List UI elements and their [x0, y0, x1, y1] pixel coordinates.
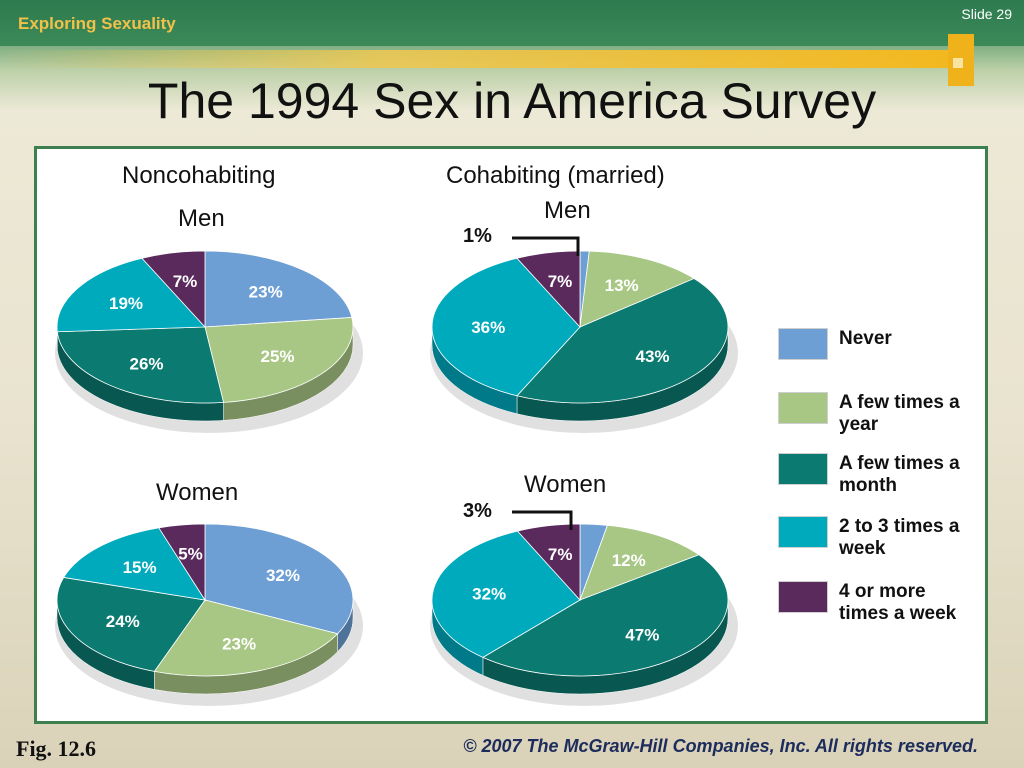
legend-swatch-2-3-week	[778, 516, 828, 548]
legend-label-never: Never	[839, 328, 892, 349]
men-label-noncohab: Men	[178, 205, 225, 232]
callout-women-never: 3%	[463, 500, 492, 522]
women-label-cohab: Women	[524, 471, 607, 498]
course-title: Exploring Sexuality	[18, 14, 176, 33]
cohabiting-heading: Cohabiting (married)	[446, 162, 665, 189]
noncohabiting-heading: Noncohabiting	[122, 162, 276, 189]
legend-label-few-year: A few times a year	[839, 392, 960, 435]
legend-never: Never	[778, 328, 1008, 388]
slide-number: Slide 29	[961, 6, 1012, 22]
callout-men-never: 1%	[463, 225, 492, 247]
legend-2-3-week: 2 to 3 times a week	[778, 516, 1008, 576]
legend-4-more: 4 or more times a week	[778, 581, 1008, 641]
legend-swatch-never	[778, 328, 828, 360]
legend-few-year: A few times a year	[778, 392, 1008, 452]
figure-number: Fig. 12.6	[16, 736, 97, 761]
legend-swatch-few-month	[778, 453, 828, 485]
slide-title: The 1994 Sex in America Survey	[147, 73, 877, 129]
legend-swatch-4-more	[778, 581, 828, 613]
copyright-notice: © 2007 The McGraw-Hill Companies, Inc. A…	[463, 736, 978, 756]
header-bar	[0, 0, 1024, 46]
decorative-square	[948, 34, 974, 86]
legend-label-few-month: A few times a month	[839, 453, 960, 496]
men-label-cohab: Men	[544, 197, 591, 224]
legend-label-4-more: 4 or more times a week	[839, 581, 957, 624]
women-label-noncohab: Women	[156, 479, 239, 506]
decorative-bar	[0, 50, 958, 68]
legend-swatch-few-year	[778, 392, 828, 424]
legend-label-2-3-week: 2 to 3 times a week	[839, 516, 960, 559]
legend-few-month: A few times a month	[778, 453, 1008, 513]
